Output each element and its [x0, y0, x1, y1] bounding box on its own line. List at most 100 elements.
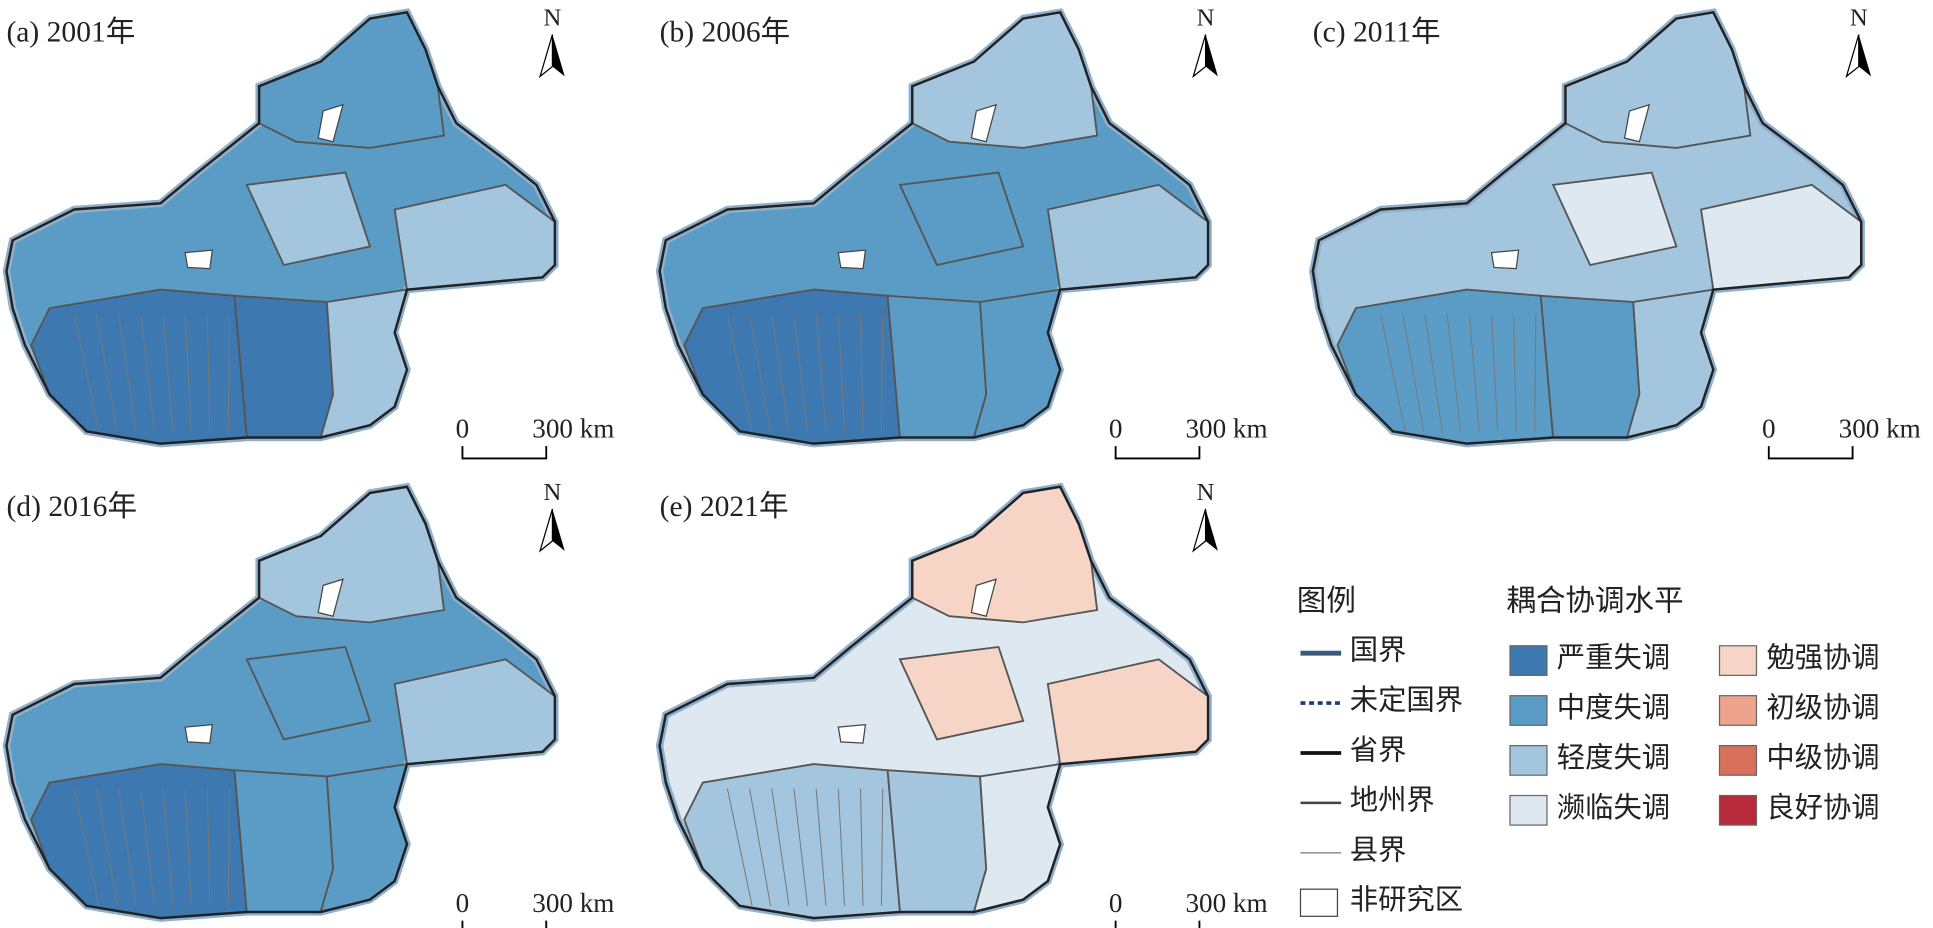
non-study-area	[837, 723, 867, 744]
non-study-area	[837, 249, 867, 270]
county-line	[95, 788, 118, 906]
county-line	[140, 314, 155, 432]
legend-label: 中度失调	[1557, 692, 1670, 724]
county-line	[771, 314, 790, 432]
county-line	[206, 788, 211, 906]
county-line	[880, 788, 884, 906]
map-panel: (e) 2021年 N 0 300 km	[655, 479, 1268, 928]
county-line	[1513, 314, 1517, 432]
region-outline	[658, 10, 1210, 445]
county-line	[1468, 314, 1480, 432]
county-line	[1446, 314, 1462, 432]
scale-bar	[1114, 920, 1201, 928]
north-arrow	[538, 508, 554, 553]
map-panel: (c) 2011年 N 0 300 km	[1309, 4, 1921, 460]
legend-title: 图例	[1297, 585, 1356, 618]
region	[1551, 171, 1678, 267]
scale-start: 0	[456, 414, 470, 444]
county-line	[73, 314, 100, 432]
map-panel: (b) 2006年 N 0 300 km	[655, 4, 1268, 460]
legend-label: 地州界	[1350, 784, 1435, 816]
county-line	[726, 788, 753, 906]
county-line	[793, 788, 809, 906]
region	[233, 769, 334, 913]
county-line	[771, 788, 790, 906]
county-line	[206, 314, 211, 432]
county-line	[118, 788, 137, 906]
north-label: N	[1197, 4, 1215, 31]
scale-bar	[1767, 446, 1854, 460]
north-arrow	[1192, 508, 1207, 553]
north-label: N	[544, 4, 562, 31]
region	[233, 294, 334, 439]
scale-end: 300 km	[532, 414, 614, 444]
county-line	[726, 314, 753, 432]
county-line	[1402, 314, 1425, 432]
region	[683, 763, 901, 920]
north-arrow	[552, 508, 565, 551]
region	[972, 762, 1062, 914]
region	[1625, 288, 1715, 439]
region	[245, 171, 372, 267]
scale-bar	[461, 920, 548, 928]
map-panel: (a) 2001年 N 0 300 km	[2, 4, 614, 460]
map-panel: (d) 2016年 N 0 300 km	[2, 479, 614, 928]
county-line	[227, 788, 231, 906]
county-line	[227, 314, 231, 432]
region-outline	[5, 10, 557, 445]
county-line	[749, 788, 772, 906]
legend-label: 勉强协调	[1766, 642, 1879, 674]
legend-label: 严重失调	[1557, 642, 1670, 674]
legend-label: 初级协调	[1766, 692, 1879, 724]
county-line	[880, 314, 884, 432]
region-outline	[1311, 10, 1863, 445]
non-study-area	[317, 103, 344, 143]
scale-end: 300 km	[1185, 888, 1267, 918]
north-arrow	[1845, 34, 1860, 79]
non-study-area	[1623, 103, 1651, 143]
county-line	[837, 788, 845, 906]
legend-swatch	[1509, 744, 1548, 776]
legend-swatch	[1509, 695, 1548, 726]
non-study-area	[970, 578, 997, 617]
scale-end: 300 km	[1839, 414, 1921, 444]
county-line	[1534, 314, 1537, 432]
panel-label: (e) 2021年	[660, 490, 789, 523]
region	[683, 288, 901, 445]
north-arrow	[1205, 34, 1218, 77]
legend-label: 濒临失调	[1557, 792, 1670, 824]
legend-label: 县界	[1350, 835, 1407, 866]
scale-end: 300 km	[1185, 414, 1267, 444]
county-line	[184, 788, 192, 906]
county-line	[118, 314, 137, 432]
region	[886, 769, 988, 913]
non-study-area	[1490, 249, 1520, 270]
legend-label: 省界	[1350, 734, 1407, 766]
legend-label: 轻度失调	[1557, 742, 1670, 774]
county-line	[837, 314, 845, 432]
north-arrow	[1858, 34, 1872, 77]
county-line	[749, 314, 772, 432]
region	[1336, 288, 1555, 445]
region	[898, 171, 1025, 267]
county-line	[793, 314, 809, 432]
legend-label: 未定国界	[1350, 685, 1463, 717]
panel-label: (b) 2006年	[660, 15, 791, 48]
scale-start: 0	[1109, 888, 1123, 918]
county-line	[1491, 314, 1499, 432]
legend-swatch	[1509, 794, 1548, 826]
panel-label: (c) 2011年	[1313, 15, 1441, 48]
region	[30, 763, 248, 920]
non-study-area	[317, 578, 344, 617]
legend-label: 国界	[1350, 636, 1407, 667]
scale-end: 300 km	[532, 888, 614, 918]
region-outline	[5, 485, 557, 920]
region-outline	[658, 485, 1210, 920]
region	[898, 646, 1025, 741]
legend-label: 中级协调	[1766, 742, 1879, 774]
scale-bar	[461, 446, 548, 460]
region	[319, 288, 409, 439]
north-arrow	[1205, 508, 1218, 551]
panel-label: (d) 2016年	[6, 490, 137, 523]
panel-label: (a) 2001年	[6, 15, 135, 48]
